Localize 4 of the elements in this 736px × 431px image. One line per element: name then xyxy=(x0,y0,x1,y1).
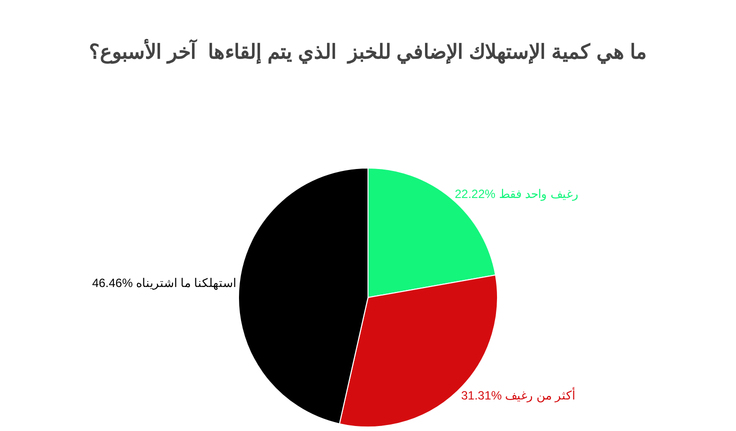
slice-label: 31.31% أكثر من رغيف xyxy=(461,388,575,403)
slice-label: 46.46% استهلكنا ما اشتريناه xyxy=(92,276,236,290)
slice-label: 22.22% رغيف واحد فقط xyxy=(454,187,578,202)
chart-title: ما هي كمية الإستهلاك الإضافي للخبز الذي يتم إلقاءها آخر الأسبوع؟ xyxy=(89,38,647,65)
